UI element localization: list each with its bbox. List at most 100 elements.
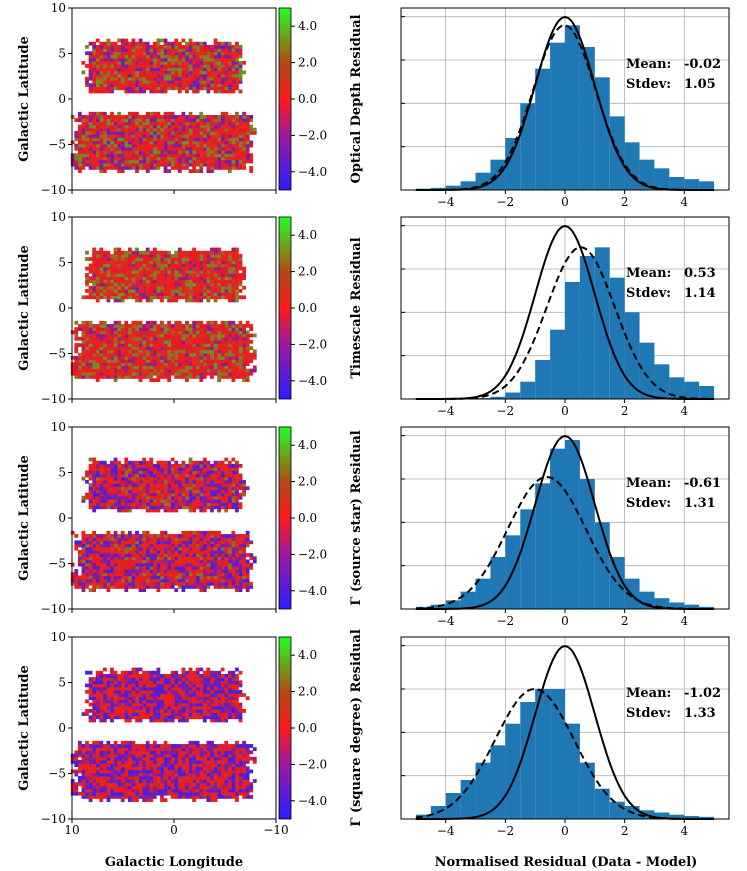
map-pixel [127, 543, 132, 548]
map-pixel [220, 89, 225, 94]
map-pixel [206, 257, 211, 261]
map-pixel [217, 269, 221, 274]
map-pixel [135, 146, 139, 151]
map-pixel [117, 467, 122, 471]
map-pixel [149, 346, 154, 351]
map-pixel [110, 537, 114, 542]
map-pixel [156, 502, 161, 506]
map-pixel [99, 115, 104, 119]
map-pixel [195, 371, 200, 376]
map-pixel [99, 365, 104, 370]
map-pixel [220, 556, 225, 561]
map-y-axis-label: Galactic Latitude [17, 455, 32, 581]
map-pixel [177, 146, 182, 151]
map-pixel [124, 565, 129, 570]
map-pixel [227, 585, 232, 589]
map-pixel [242, 540, 246, 545]
map-pixel [81, 153, 86, 158]
map-pixel [138, 352, 143, 357]
map-pixel [238, 333, 243, 338]
map-pixel [77, 543, 82, 548]
map-pixel [231, 336, 236, 341]
map-pixel [227, 289, 232, 293]
map-pixel [217, 143, 221, 148]
map-pixel [88, 124, 93, 129]
map-pixel [220, 339, 225, 344]
map-pixel [199, 565, 204, 570]
map-pixel [124, 118, 129, 123]
map-pixel [210, 115, 214, 119]
map-pixel [174, 362, 179, 367]
map-pixel [92, 336, 97, 341]
map-pixel [174, 336, 179, 341]
map-pixel [177, 502, 182, 506]
map-pixel [170, 556, 175, 561]
map-pixel [106, 371, 111, 376]
map-pixel [195, 41, 200, 46]
map-pixel [195, 51, 200, 56]
map-pixel [99, 48, 104, 52]
map-pixel [117, 266, 122, 271]
map-pixel [156, 352, 161, 357]
map-pixel [235, 534, 239, 538]
map-pixel [220, 130, 225, 135]
map-pixel [181, 588, 186, 592]
map-pixel [220, 54, 225, 59]
map-pixel [135, 169, 139, 173]
map-pixel [174, 355, 179, 360]
map-pixel [106, 121, 111, 126]
map-pixel [160, 352, 164, 357]
map-pixel [102, 115, 107, 119]
map-pixel [224, 333, 229, 338]
map-pixel [138, 349, 143, 354]
map-pixel [177, 86, 182, 91]
map-pixel [206, 269, 211, 274]
map-pixel [152, 492, 157, 497]
map-pixel [120, 343, 125, 347]
map-pixel [102, 273, 107, 277]
map-pixel [120, 273, 125, 277]
map-pixel [181, 330, 186, 335]
map-pixel [160, 346, 164, 351]
fit-curve [415, 475, 715, 610]
map-pixel [252, 556, 257, 561]
map-pixel [127, 83, 132, 87]
map-pixel [210, 156, 214, 161]
map-pixel [210, 463, 214, 468]
map-pixel [99, 273, 104, 277]
map-pixel [177, 572, 182, 577]
map-pixel [99, 534, 104, 538]
map-pixel [110, 495, 114, 500]
map-pixel [92, 495, 97, 500]
map-pixel [160, 159, 164, 164]
map-pixel [81, 543, 86, 548]
map-pixel [81, 546, 86, 551]
map-pixel [142, 546, 147, 551]
map-pixel [167, 70, 171, 75]
map-pixel [127, 80, 132, 84]
map-pixel [152, 285, 157, 290]
map-pixel [181, 159, 186, 164]
map-pixel [245, 540, 250, 545]
map-pixel [85, 565, 89, 570]
map-pixel [135, 492, 139, 497]
map-pixel [138, 143, 143, 148]
map-pixel [188, 64, 193, 68]
map-pixel [135, 330, 139, 335]
map-pixel [210, 330, 214, 335]
map-pixel [152, 134, 157, 138]
map-pixel [185, 80, 189, 84]
map-pixel [74, 143, 79, 148]
map-pixel [92, 127, 97, 132]
map-pixel [192, 137, 196, 142]
map-pixel [217, 486, 221, 491]
map-pixel [235, 51, 239, 56]
map-pixel [149, 279, 154, 284]
map-pixel [152, 581, 157, 586]
map-pixel [120, 327, 125, 332]
map-pixel [220, 250, 225, 255]
map-pixel [192, 263, 196, 268]
hist-bar [535, 68, 551, 190]
map-pixel [113, 48, 118, 52]
map-pixel [138, 260, 143, 265]
